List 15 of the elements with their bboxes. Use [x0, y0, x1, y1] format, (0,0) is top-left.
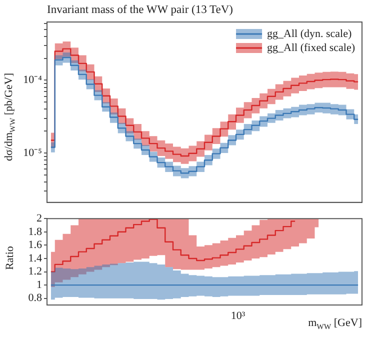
- legend-label: gg_All (fixed scale): [267, 42, 356, 54]
- y-tick-label: 10⁻⁴: [23, 74, 42, 86]
- y-tick-label: 10⁻⁵: [23, 146, 42, 159]
- y-tick-label: 1: [36, 278, 42, 291]
- y-tick-label: 1.4: [28, 252, 42, 264]
- y-tick-label: 1.2: [28, 266, 42, 278]
- y-tick-label: 1.8: [28, 226, 42, 238]
- y-tick-label: 1.6: [28, 239, 42, 252]
- y-axis-title: Ratio: [4, 246, 16, 270]
- y-tick-label: 0.8: [28, 292, 42, 304]
- y-tick-label: 2: [36, 212, 42, 224]
- text: 10³: [230, 310, 246, 322]
- legend-label: gg_All (dyn. scale): [267, 28, 352, 40]
- x-axis-title: m$_{WW}$ [GeV]: [308, 317, 362, 332]
- chart-title: Invariant mass of the WW pair (13 TeV): [47, 4, 234, 16]
